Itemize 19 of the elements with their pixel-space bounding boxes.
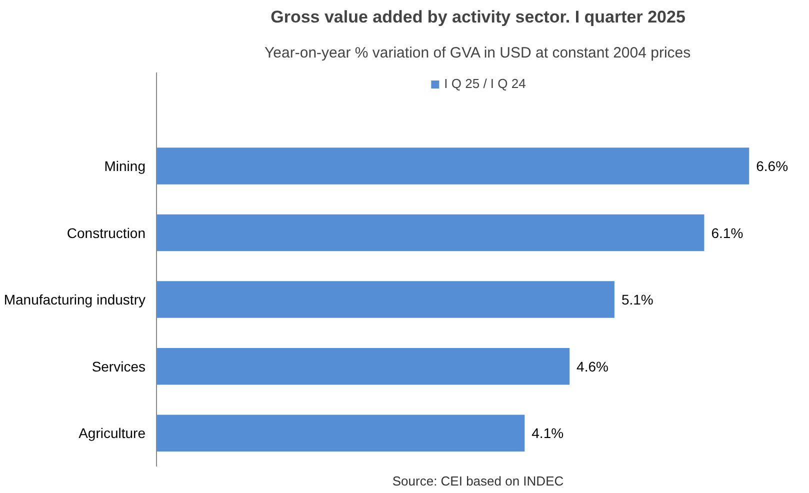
legend-label: I Q 25 / I Q 24 bbox=[444, 76, 526, 91]
y-tick-label: Agriculture bbox=[78, 425, 146, 442]
bar bbox=[156, 414, 525, 452]
source-note: Source: CEI based on INDEC bbox=[392, 474, 564, 488]
bar bbox=[156, 348, 570, 385]
chart-title: Gross value added by activity sector. I quarter 2025 bbox=[270, 8, 686, 26]
data-label: 6.6% bbox=[756, 158, 788, 174]
bar bbox=[156, 281, 614, 318]
data-label: 6.1% bbox=[711, 224, 744, 241]
y-tick-label: Manufacturing industry bbox=[4, 292, 146, 308]
bar bbox=[156, 214, 704, 252]
y-tick-label: Mining bbox=[104, 158, 146, 174]
y-tick-label: Construction bbox=[66, 224, 146, 241]
bar bbox=[156, 148, 750, 184]
y-tick-label: Services bbox=[92, 358, 146, 374]
data-label: 5.1% bbox=[621, 292, 654, 308]
data-label: 4.6% bbox=[576, 358, 608, 374]
data-label: 4.1% bbox=[532, 425, 564, 442]
chart-subtitle: Year-on-year % variation of GVA in USD at constant 2004 prices bbox=[264, 44, 691, 62]
